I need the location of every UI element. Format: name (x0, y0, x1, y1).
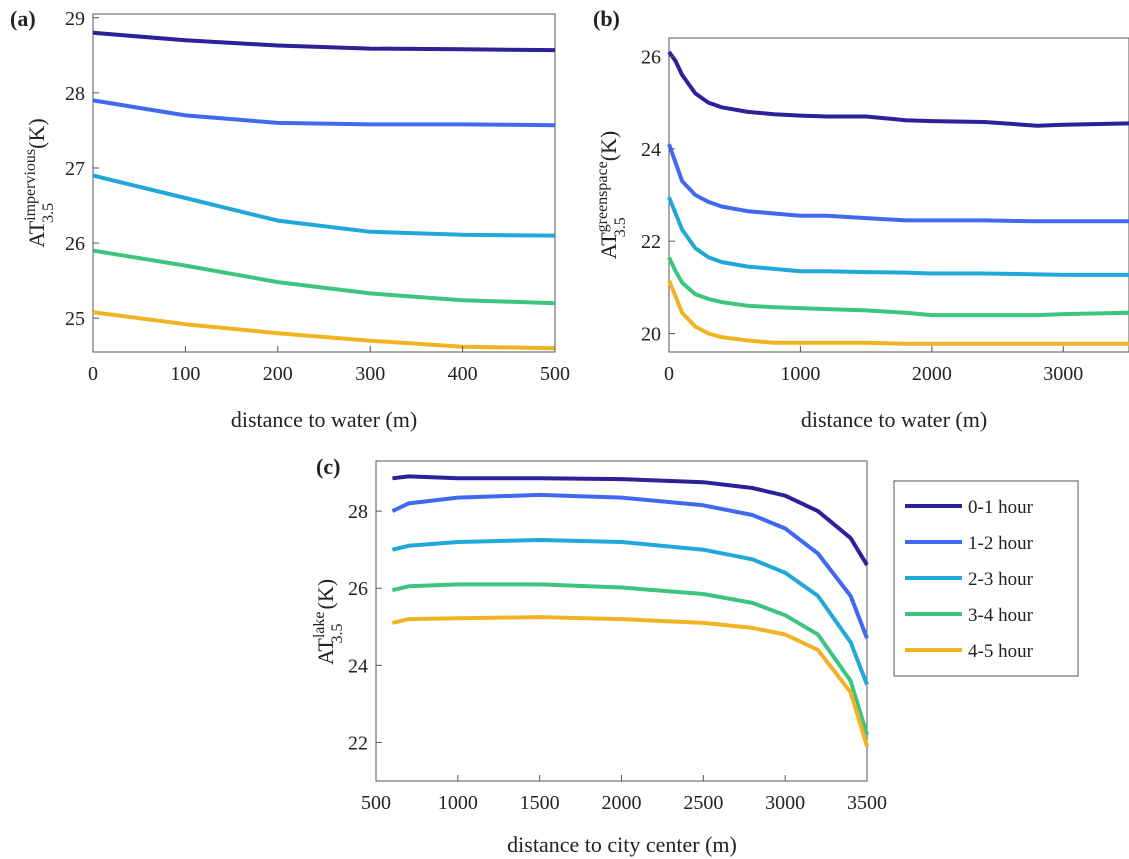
series-line-4-5-hour (391, 615, 869, 747)
x-tick-label: 2000 (602, 792, 642, 814)
y-label-sub-c: 3.5 (329, 624, 346, 644)
x-tick-label: 300 (355, 363, 385, 385)
series-line-2-3-hour (391, 538, 869, 686)
y-label-sup-c: lake (311, 612, 328, 639)
y-tick-label: 26 (348, 578, 368, 600)
legend-label: 1-2 hour (968, 533, 1034, 554)
y-label-sub-a: 3.5 (40, 203, 57, 223)
series-line-4-5-hour (667, 279, 1129, 346)
series-line-4-5-hour (92, 310, 556, 351)
series-line-1-2-hour (667, 143, 1129, 224)
y-axis-label-a: ATimpervious3.5 (K) (22, 118, 57, 247)
series-line-1-2-hour (391, 492, 869, 640)
series-line-3-4-hour (92, 248, 556, 306)
y-tick-label: 26 (65, 233, 85, 255)
x-tick-label: 200 (263, 363, 293, 385)
y-label-unit-b: (K) (596, 131, 621, 162)
y-tick-label: 29 (65, 8, 85, 30)
y-tick-label: 27 (65, 158, 85, 180)
y-tick-label: 22 (348, 732, 368, 754)
x-tick-label: 3000 (765, 792, 805, 814)
panel-label-a: (a) (10, 6, 36, 31)
y-ticks-c: 22 24 26 28 (348, 501, 382, 754)
panel-b: (b) 0 1000 2000 3000 20 22 24 26 distance to w… (593, 6, 1129, 432)
y-tick-label: 20 (641, 324, 661, 346)
x-tick-label: 3000 (1043, 363, 1083, 385)
legend: 0-1 hour 1-2 hour 2-3 hour 3-4 hour 4-5 hour (893, 480, 1079, 677)
series-line-0-1-hour (392, 474, 869, 567)
series-lines-b (667, 50, 1129, 346)
x-axis-label-a: distance to water (m) (231, 407, 417, 432)
y-tick-label: 24 (348, 655, 368, 677)
x-axis-label-c: distance to city center (m) (507, 832, 737, 857)
x-ticks-c: 500 1000 1500 2000 2500 3000 3500 (361, 775, 887, 814)
x-tick-label: 0 (88, 363, 98, 385)
y-label-unit-a: (K) (24, 118, 49, 149)
series-line-0-1-hour (667, 50, 1129, 128)
y-tick-label: 28 (65, 83, 85, 105)
x-tick-label: 500 (361, 792, 391, 814)
y-tick-label: 25 (65, 308, 85, 330)
y-tick-label: 26 (641, 46, 661, 68)
panel-a: (a) 0 100 200 300 400 500 25 26 27 28 29 distance… (10, 6, 570, 432)
y-tick-label: 28 (348, 501, 368, 523)
x-tick-label: 0 (664, 363, 674, 385)
x-tick-label: 1000 (438, 792, 478, 814)
x-tick-label: 500 (540, 363, 570, 385)
plot-area-a (92, 13, 556, 353)
legend-label: 2-3 hour (968, 569, 1034, 590)
x-ticks-b: 0 1000 2000 3000 (664, 346, 1083, 385)
series-line-0-1-hour (92, 30, 556, 53)
y-tick-label: 24 (641, 139, 661, 161)
y-label-sup-b: greenspace (594, 161, 611, 232)
y-label-base-c: AT (313, 638, 338, 665)
x-tick-label: 1500 (520, 792, 560, 814)
series-line-2-3-hour (92, 173, 556, 238)
x-tick-label: 2500 (683, 792, 723, 814)
y-tick-label: 22 (641, 231, 661, 253)
plot-area-b (668, 37, 1129, 353)
panel-label-b: (b) (593, 6, 620, 31)
x-tick-label: 3500 (847, 792, 887, 814)
x-axis-label-b: distance to water (m) (801, 407, 987, 432)
series-line-1-2-hour (92, 98, 556, 128)
series-lines-a (92, 30, 556, 351)
y-label-sub-b: 3.5 (612, 217, 629, 237)
x-tick-label: 400 (448, 363, 478, 385)
series-line-2-3-hour (667, 196, 1129, 277)
y-axis-label-c: ATlake3.5 (K) (311, 579, 346, 665)
y-label-sup-a: impervious (22, 149, 39, 221)
x-tick-label: 1000 (780, 363, 820, 385)
legend-items: 0-1 hour 1-2 hour 2-3 hour 3-4 hour 4-5 hour (905, 497, 1034, 662)
y-label-base-a: AT (24, 220, 49, 247)
y-label-unit-c: (K) (313, 579, 338, 610)
legend-label: 4-5 hour (968, 641, 1034, 662)
x-tick-label: 100 (170, 363, 200, 385)
x-tick-label: 2000 (912, 363, 952, 385)
panel-c: (c) 500 1000 1500 2000 2500 3000 3500 22 24 26 28… (311, 454, 887, 857)
y-axis-label-b: ATgreenspace3.5 (K) (594, 131, 629, 260)
series-line-3-4-hour (391, 582, 869, 736)
series-line-3-4-hour (667, 256, 1129, 318)
series-lines-c (391, 474, 869, 747)
x-ticks-a: 0 100 200 300 400 500 (88, 346, 570, 385)
legend-label: 3-4 hour (968, 605, 1034, 626)
legend-label: 0-1 hour (968, 497, 1034, 518)
y-ticks-a: 25 26 27 28 29 (65, 8, 99, 330)
y-label-base-b: AT (596, 232, 621, 259)
panel-label-c: (c) (316, 454, 340, 479)
y-ticks-b: 20 22 24 26 (641, 46, 675, 346)
